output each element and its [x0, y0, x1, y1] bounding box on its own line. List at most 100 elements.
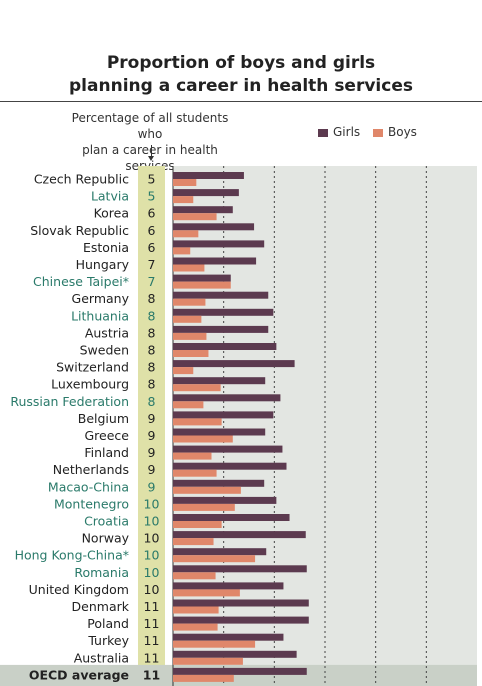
bar-boys [173, 350, 209, 357]
country-label: Poland [87, 616, 129, 631]
bar-girls [173, 548, 267, 556]
value-label: 11 [143, 667, 160, 682]
bar-boys [173, 589, 240, 597]
value-label: 10 [144, 548, 160, 563]
bar-boys [173, 179, 197, 186]
country-label: Korea [94, 206, 129, 221]
value-label: 10 [144, 531, 160, 546]
bar-girls [173, 308, 274, 316]
bar-girls [173, 240, 265, 248]
value-label: 11 [144, 599, 160, 614]
bar-girls [173, 565, 307, 573]
country-label: Russian Federation [10, 394, 129, 409]
bar-girls [173, 616, 309, 624]
bar-girls [173, 172, 244, 179]
chart-title-line-2: planning a career in health services [69, 76, 413, 96]
country-label: Greece [85, 428, 130, 443]
bar-boys [173, 367, 194, 375]
country-label: Turkey [87, 633, 129, 648]
bar-girls [173, 462, 287, 470]
bar-boys [173, 452, 212, 460]
bar-boys [173, 247, 191, 255]
down-arrow-icon [151, 145, 152, 157]
value-label: 9 [148, 462, 156, 477]
bar-girls [173, 667, 307, 675]
value-label: 8 [148, 377, 156, 392]
value-label: 8 [148, 308, 156, 323]
bar-boys [173, 401, 204, 409]
bar-boys [173, 384, 221, 392]
country-label: Australia [74, 650, 129, 665]
bar-girls [173, 377, 266, 385]
bar-girls [173, 189, 239, 197]
legend-label-boys: Boys [388, 125, 417, 139]
bar-boys [173, 196, 194, 204]
value-label: 6 [148, 206, 156, 221]
bar-boys [173, 521, 222, 528]
bar-girls [173, 206, 233, 214]
bar-boys [173, 538, 214, 546]
bar-boys [173, 264, 205, 272]
country-label: Estonia [83, 240, 129, 255]
country-label: Hungary [76, 257, 130, 272]
country-label: Norway [82, 531, 130, 546]
bar-girls [173, 514, 290, 521]
country-label: Netherlands [53, 462, 129, 477]
value-column-background [138, 166, 165, 686]
country-label: Montenegro [54, 496, 129, 511]
country-label: Macao-China [48, 479, 129, 494]
value-label: 11 [144, 633, 160, 648]
bar-girls [173, 360, 295, 368]
bar-boys [173, 213, 217, 221]
bar-girls [173, 445, 283, 453]
bar-boys [173, 623, 218, 631]
bar-girls [173, 291, 269, 299]
country-label: Lithuania [71, 308, 129, 323]
country-label: Austria [85, 325, 129, 340]
value-label: 6 [148, 223, 156, 238]
down-arrowhead-icon [148, 156, 154, 161]
legend-label-girls: Girls [333, 125, 361, 139]
chart-title: Proportion of boys and girls planning a … [0, 52, 482, 98]
value-label: 9 [148, 411, 156, 426]
country-label: Finland [84, 445, 129, 460]
bar-boys [173, 298, 206, 306]
value-label: 8 [148, 291, 156, 306]
bar-girls [173, 650, 297, 658]
country-label: Slovak Republic [30, 223, 129, 238]
value-label: 10 [144, 565, 160, 580]
bar-boys [173, 572, 216, 580]
value-label: 8 [148, 325, 156, 340]
bar-girls [173, 531, 306, 539]
legend-swatch-girls [318, 128, 328, 137]
value-column-label-line-1: Percentage of all students who [71, 111, 229, 141]
bar-girls [173, 394, 281, 402]
country-label: Germany [72, 291, 130, 306]
value-label: 5 [148, 172, 156, 187]
value-label: 6 [148, 240, 156, 255]
bar-girls [173, 633, 284, 641]
legend-item-boys: Boys [373, 125, 417, 139]
legend-item-girls: Girls [318, 125, 360, 139]
bar-boys [173, 230, 199, 238]
title-divider [0, 101, 482, 102]
value-label: 10 [144, 582, 160, 597]
value-label: 8 [148, 394, 156, 409]
bar-boys [173, 503, 235, 511]
bar-boys [173, 555, 256, 563]
bar-girls [173, 223, 255, 231]
country-label: Romania [74, 565, 129, 580]
value-label: 9 [148, 445, 156, 460]
bar-boys [173, 486, 241, 494]
chart-title-line-1: Proportion of boys and girls [106, 53, 376, 73]
bar-girls [173, 428, 266, 436]
bar-boys [173, 332, 207, 340]
country-label: United Kingdom [29, 582, 129, 597]
country-label: Hong Kong-China* [15, 548, 129, 563]
value-label: 8 [148, 360, 156, 375]
bar-girls [173, 274, 231, 282]
country-label: Switzerland [56, 360, 129, 375]
bar-girls [173, 582, 284, 590]
country-label: Luxembourg [51, 377, 129, 392]
